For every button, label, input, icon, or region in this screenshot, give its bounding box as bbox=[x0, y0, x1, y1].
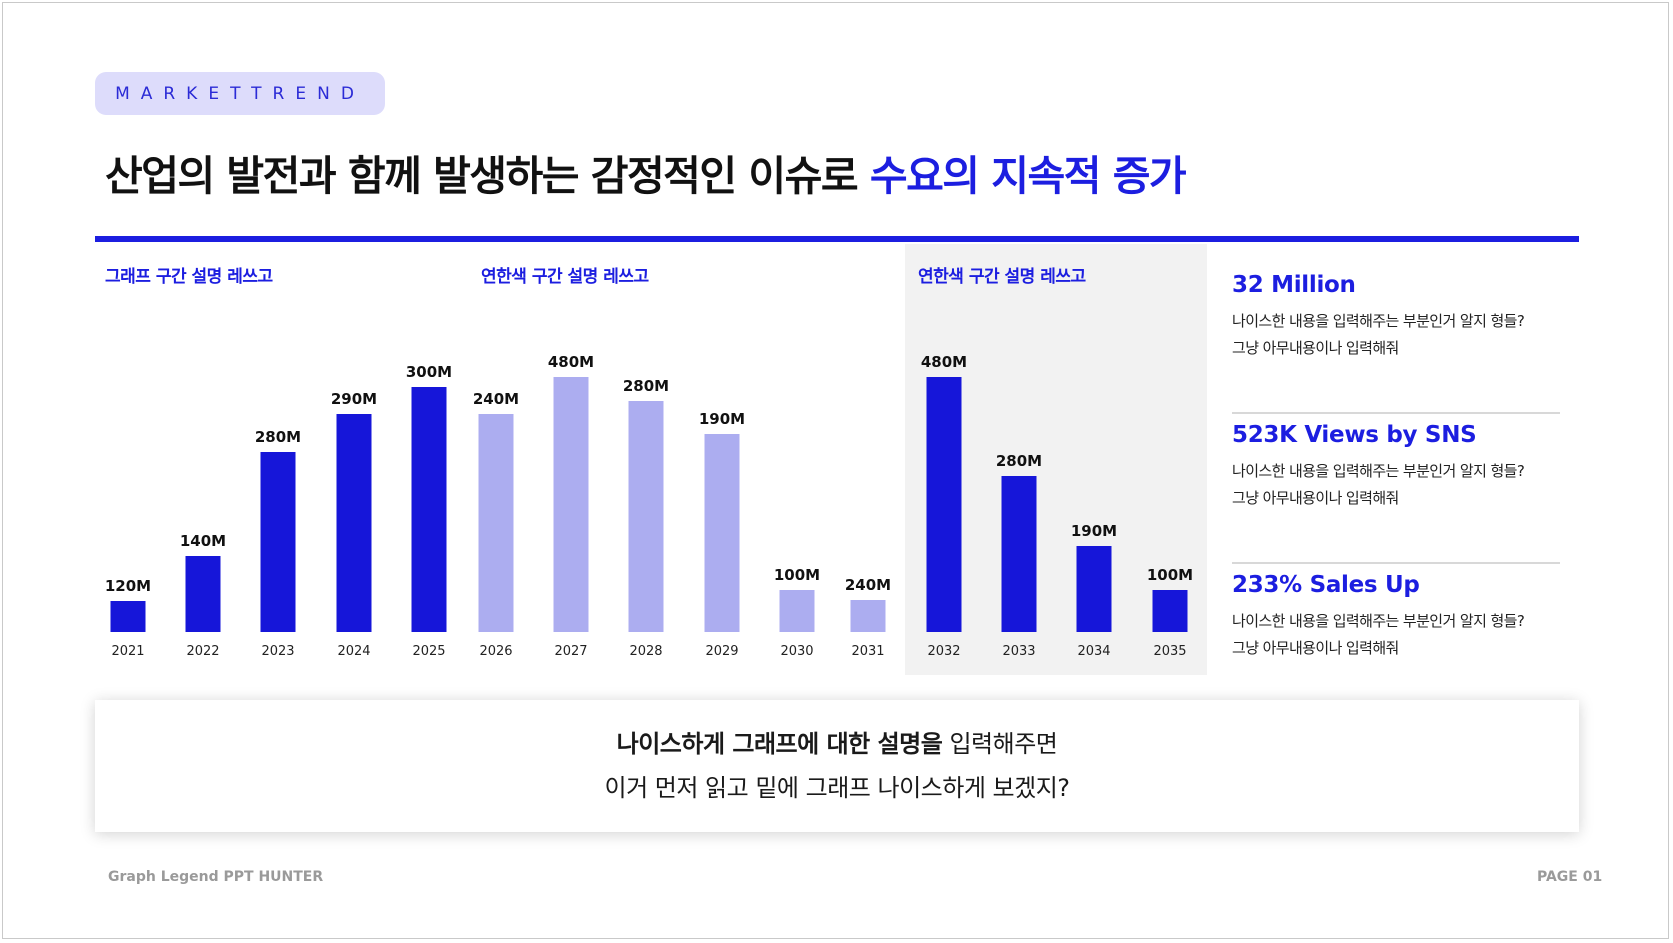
description-rest: 입력해주면 bbox=[942, 730, 1058, 758]
stat-divider bbox=[1232, 562, 1560, 564]
stat-line: 나이스한 내용을 입력해주는 부분인거 알지 형들? bbox=[1232, 462, 1525, 480]
footer-brand: Graph Legend PPT HUNTER bbox=[108, 869, 324, 885]
stat-title: 233% Sales Up bbox=[1232, 572, 1420, 598]
description-box: 나이스하게 그래프에 대한 설명을 입력해주면 이거 먼저 읽고 밑에 그래프 … bbox=[95, 700, 1579, 832]
section-label-1: 그래프 구간 설명 레쓰고 bbox=[105, 267, 273, 287]
stat-line: 그냥 아무내용이나 입력해줘 bbox=[1232, 339, 1399, 357]
section-label-3: 연한색 구간 설명 레쓰고 bbox=[918, 267, 1086, 287]
stat-body: 나이스한 내용을 입력해주는 부분인거 알지 형들? 그냥 아무내용이나 입력해… bbox=[1232, 308, 1582, 362]
title-rule bbox=[95, 236, 1579, 242]
stat-line: 그냥 아무내용이나 입력해줘 bbox=[1232, 489, 1399, 507]
page-title: 산업의 발전과 함께 발생하는 감정적인 이슈로 수요의 지속적 증가 bbox=[105, 142, 1187, 202]
stat-line: 나이스한 내용을 입력해주는 부분인거 알지 형들? bbox=[1232, 612, 1525, 630]
stats-panel: 32 Million 나이스한 내용을 입력해주는 부분인거 알지 형들? 그냥… bbox=[1232, 272, 1582, 722]
page-number: PAGE 01 bbox=[1537, 869, 1603, 885]
stat-item: 523K Views by SNS 나이스한 내용을 입력해주는 부분인거 알지… bbox=[1232, 422, 1582, 572]
stat-body: 나이스한 내용을 입력해주는 부분인거 알지 형들? 그냥 아무내용이나 입력해… bbox=[1232, 458, 1582, 512]
stat-line: 나이스한 내용을 입력해주는 부분인거 알지 형들? bbox=[1232, 312, 1525, 330]
stat-line: 그냥 아무내용이나 입력해줘 bbox=[1232, 639, 1399, 657]
description-line-2: 이거 먼저 읽고 밑에 그래프 나이스하게 보겠지? bbox=[604, 774, 1070, 802]
title-main: 산업의 발전과 함께 발생하는 감정적인 이슈로 bbox=[105, 152, 859, 200]
highlight-section-background bbox=[905, 244, 1207, 675]
section-label-2: 연한색 구간 설명 레쓰고 bbox=[481, 267, 649, 287]
description-bold: 나이스하게 그래프에 대한 설명을 bbox=[616, 730, 943, 758]
title-highlight: 수요의 지속적 증가 bbox=[869, 152, 1187, 200]
stat-body: 나이스한 내용을 입력해주는 부분인거 알지 형들? 그냥 아무내용이나 입력해… bbox=[1232, 608, 1582, 662]
stat-item: 32 Million 나이스한 내용을 입력해주는 부분인거 알지 형들? 그냥… bbox=[1232, 272, 1582, 422]
stat-divider bbox=[1232, 412, 1560, 414]
description-line-1: 나이스하게 그래프에 대한 설명을 입력해주면 bbox=[617, 722, 1058, 766]
market-trend-tag: MARKETTREND bbox=[95, 72, 385, 115]
stat-item: 233% Sales Up 나이스한 내용을 입력해주는 부분인거 알지 형들?… bbox=[1232, 572, 1582, 722]
stat-title: 32 Million bbox=[1232, 272, 1356, 298]
stat-title: 523K Views by SNS bbox=[1232, 422, 1477, 448]
